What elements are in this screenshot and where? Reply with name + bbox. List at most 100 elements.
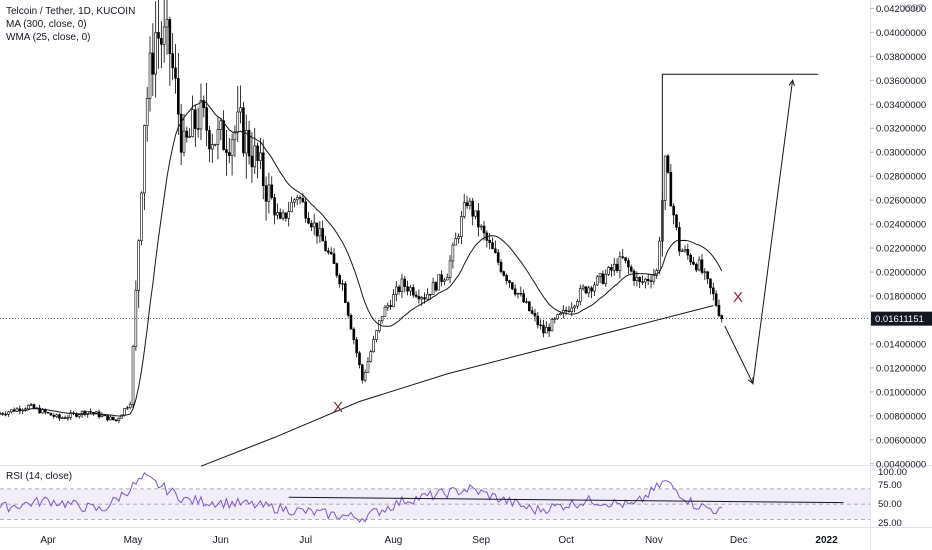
candle-body	[375, 330, 378, 340]
candle-body	[276, 212, 279, 216]
rsi-tick-label: 100.00	[878, 467, 907, 478]
candle-body	[148, 52, 152, 99]
candle-body	[581, 286, 585, 289]
candle-body	[409, 287, 412, 292]
wma-line	[22, 100, 723, 417]
candle-body	[318, 228, 322, 237]
candle-body	[213, 144, 217, 146]
candle-body	[629, 266, 633, 272]
candle-body	[680, 250, 684, 252]
candle-body	[392, 294, 395, 308]
candle-body	[494, 248, 497, 253]
last-price-label: 0.01611151	[875, 314, 924, 325]
candle-body	[672, 205, 675, 216]
candle-body	[284, 212, 288, 219]
legend-title: Telcoin / Tether, 1D, KUCOIN	[6, 6, 136, 17]
candle-body	[312, 222, 316, 228]
candle-body	[695, 263, 698, 271]
candle-body	[477, 210, 480, 228]
candle-body	[298, 197, 302, 199]
candle-body	[428, 293, 432, 296]
candle-body	[270, 184, 274, 198]
candle-body	[12, 409, 16, 412]
candle-body	[496, 252, 500, 263]
rsi-line	[0, 471, 722, 523]
rsi-tick-label: 25.00	[878, 518, 902, 529]
price-tick-label: 0.02800000	[876, 172, 926, 183]
candle-body	[177, 78, 180, 115]
candle-body	[315, 222, 319, 237]
candle-body	[499, 261, 503, 272]
price-tick-label: 0.01800000	[876, 292, 926, 303]
candle-body	[281, 212, 285, 219]
candle-body	[621, 256, 625, 258]
price-tick-label: 0.00400000	[876, 459, 926, 470]
candle-body	[335, 263, 339, 276]
rsi-tick-label: 75.00	[878, 480, 902, 491]
candle-body	[188, 136, 191, 138]
candle-body	[434, 282, 438, 291]
candle-body	[652, 275, 656, 282]
price-tick-label: 0.03200000	[876, 124, 926, 135]
candle-body	[451, 244, 455, 262]
candle-body	[174, 67, 177, 79]
candle-body	[205, 107, 208, 131]
candle-body	[692, 261, 695, 265]
candle-body	[488, 240, 491, 244]
candle-body	[199, 100, 203, 130]
candle-body	[15, 408, 19, 412]
candle-body	[703, 271, 707, 273]
candle-body	[632, 270, 636, 282]
candle-body	[304, 201, 308, 219]
candle-body	[420, 297, 424, 300]
candle-body	[106, 414, 109, 421]
candle-body	[612, 263, 616, 271]
time-tick-label: Sep	[472, 535, 490, 546]
rsi-legend: RSI (14, close)	[6, 471, 73, 482]
candle-body	[658, 240, 661, 271]
candle-body	[638, 277, 642, 282]
projection-arrow-up	[788, 79, 795, 87]
candle-body	[222, 120, 225, 150]
candle-body	[720, 315, 724, 319]
candle-body	[604, 274, 608, 284]
main-pane[interactable]	[0, 0, 870, 465]
candle-body	[4, 413, 7, 416]
price-tick-label: 0.00800000	[876, 411, 926, 422]
candle-body	[236, 111, 240, 132]
candle-body	[587, 287, 591, 294]
candle-body	[573, 305, 576, 309]
candle-body	[561, 309, 565, 314]
candle-body	[522, 293, 525, 303]
candle-body	[128, 404, 132, 408]
candle-body	[689, 254, 692, 263]
candle-body	[117, 417, 121, 422]
candle-body	[290, 201, 293, 212]
candle-body	[151, 52, 155, 75]
candle-body	[103, 414, 107, 417]
candle-body	[491, 242, 494, 250]
candle-body	[338, 275, 341, 285]
candle-body	[700, 259, 704, 273]
candle-body	[230, 139, 234, 156]
candle-body	[60, 417, 64, 419]
candle-body	[474, 210, 477, 217]
time-tick-label: Jun	[213, 535, 229, 546]
candle-body	[137, 240, 140, 291]
candle-body	[0, 413, 2, 415]
candle-body	[649, 280, 653, 282]
candle-body	[666, 155, 670, 173]
candle-body	[111, 416, 115, 421]
candle-body	[38, 407, 41, 414]
candle-body	[179, 113, 183, 153]
candle-body	[440, 274, 443, 282]
rsi-trendline	[288, 496, 844, 504]
candle-body	[219, 120, 223, 130]
candle-body	[607, 267, 610, 275]
candle-body	[162, 26, 166, 45]
candle-body	[256, 145, 259, 161]
candle-body	[595, 276, 599, 286]
price-tick-label: 0.04000000	[876, 28, 926, 39]
candle-body	[46, 411, 50, 414]
